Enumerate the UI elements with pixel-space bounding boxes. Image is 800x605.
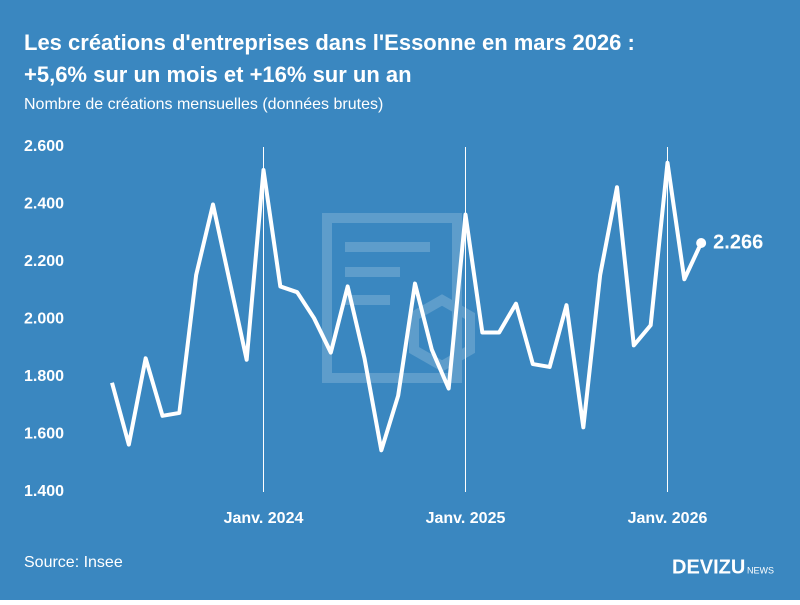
brand-suffix: NEWS [747, 565, 774, 575]
brand: DEVIZU [672, 556, 745, 578]
chart-title: +5,6% sur un mois et +16% sur un an [24, 62, 412, 87]
point [696, 238, 707, 249]
value-label: 2.266 [713, 231, 763, 253]
y-tick-label: 1.600 [24, 426, 64, 443]
chart-subtitle: Nombre de créations mensuelles (données … [24, 96, 383, 113]
x-tick-label: Janv. 2024 [224, 510, 304, 527]
y-tick-label: 1.400 [24, 483, 64, 500]
y-tick-label: 2.600 [24, 138, 64, 155]
y-tick-label: 1.800 [24, 368, 64, 385]
y-tick-label: 2.400 [24, 196, 64, 213]
y-tick-label: 2.000 [24, 311, 64, 328]
x-tick-label: Janv. 2025 [426, 510, 506, 527]
y-tick-label: 2.200 [24, 253, 64, 270]
source: Source: Insee [24, 554, 123, 571]
line [110, 160, 703, 453]
chart-title: Les créations d'entreprises dans l'Esson… [24, 30, 635, 55]
x-tick-label: Janv. 2026 [628, 510, 708, 527]
